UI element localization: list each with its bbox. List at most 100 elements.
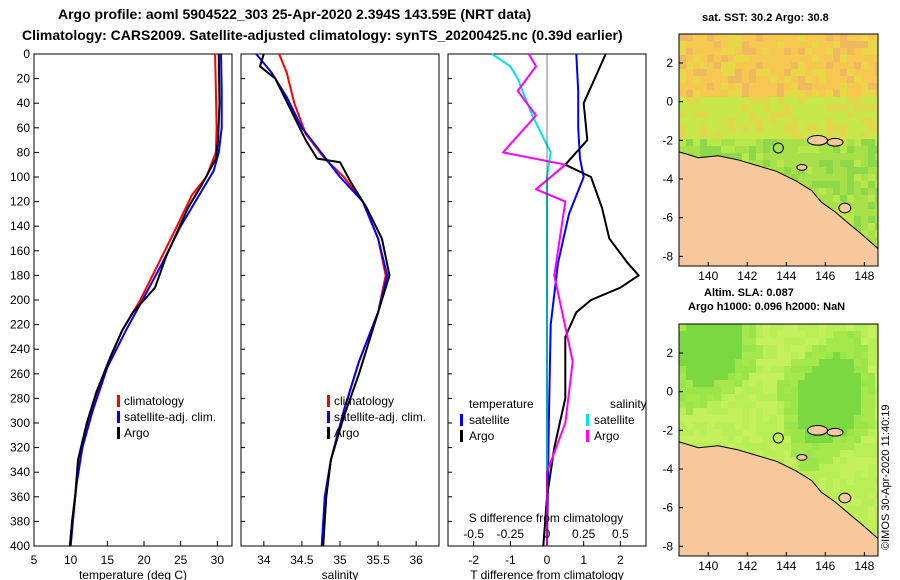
- y-tick-label: 60: [17, 121, 31, 135]
- ocean-cell: [777, 345, 785, 353]
- ocean-cell: [714, 359, 722, 367]
- sla-map-panel: 140 142 144 146 148 2 0 -2 -4 -6 -8: [662, 323, 879, 573]
- ocean-cell: [707, 83, 715, 91]
- ocean-cell: [763, 415, 771, 423]
- ocean-cell: [707, 90, 715, 98]
- ocean-cell: [679, 324, 687, 332]
- ocean-cell: [840, 188, 848, 196]
- ocean-cell: [679, 62, 687, 70]
- ocean-cell: [693, 415, 701, 423]
- ocean-cell: [686, 352, 694, 360]
- ocean-cell: [840, 97, 848, 105]
- ocean-cell: [686, 415, 694, 423]
- ocean-cell: [763, 76, 771, 84]
- ocean-cell: [868, 160, 876, 168]
- ocean-cell: [693, 125, 701, 133]
- ocean-cell: [840, 478, 848, 486]
- ocean-cell: [756, 338, 764, 346]
- ocean-cell: [742, 331, 750, 339]
- imos-credit: ©IMOS 30-Apr-2020 11:40:19: [880, 404, 892, 550]
- ocean-cell: [679, 69, 687, 77]
- ocean-cell: [714, 345, 722, 353]
- ocean-cell: [735, 90, 743, 98]
- ocean-cell: [679, 90, 687, 98]
- land-mass: [679, 151, 878, 266]
- ocean-cell: [784, 104, 792, 112]
- y-tick-label: 0: [666, 95, 673, 109]
- ocean-cell: [784, 401, 792, 409]
- ocean-cell: [714, 352, 722, 360]
- ocean-cell: [784, 422, 792, 430]
- ocean-cell: [833, 174, 841, 182]
- legend-label: Argo: [124, 426, 150, 440]
- ocean-cell: [868, 167, 876, 175]
- ocean-cell: [770, 373, 778, 381]
- ocean-cell: [707, 62, 715, 70]
- ocean-cell: [875, 331, 878, 339]
- ocean-cell: [791, 125, 799, 133]
- ocean-cell: [693, 118, 701, 126]
- ocean-cell: [728, 436, 736, 444]
- ocean-cell: [826, 55, 834, 63]
- ocean-cell: [728, 380, 736, 388]
- ocean-cell: [847, 373, 855, 381]
- ocean-cell: [805, 90, 813, 98]
- legend-swatch: [117, 427, 120, 439]
- ocean-cell: [735, 83, 743, 91]
- ocean-cell: [826, 76, 834, 84]
- ocean-cell: [875, 223, 878, 231]
- ocean-cell: [721, 83, 729, 91]
- ocean-cell: [854, 436, 862, 444]
- ocean-cell: [868, 436, 876, 444]
- ocean-cell: [798, 387, 806, 395]
- ocean-cell: [854, 153, 862, 161]
- ocean-cell: [833, 160, 841, 168]
- ocean-cell: [847, 471, 855, 479]
- ocean-cell: [742, 55, 750, 63]
- plot-frame: [33, 53, 233, 547]
- ocean-cell: [742, 394, 750, 402]
- ocean-cell: [798, 125, 806, 133]
- ocean-cell: [847, 394, 855, 402]
- ocean-cell: [728, 48, 736, 56]
- ocean-cell: [805, 324, 813, 332]
- ocean-cell: [693, 324, 701, 332]
- ocean-cell: [735, 394, 743, 402]
- ocean-cell: [728, 153, 736, 161]
- ocean-cell: [875, 90, 878, 98]
- ocean-cell: [868, 41, 876, 49]
- ocean-cell: [875, 380, 878, 388]
- ocean-cell: [854, 76, 862, 84]
- ocean-cell: [770, 331, 778, 339]
- ocean-cell: [819, 338, 827, 346]
- ocean-cell: [875, 338, 878, 346]
- ocean-cell: [861, 331, 869, 339]
- ocean-cell: [714, 97, 722, 105]
- ocean-cell: [868, 230, 876, 238]
- ocean-cell: [686, 48, 694, 56]
- ocean-cell: [728, 401, 736, 409]
- ocean-cell: [679, 338, 687, 346]
- ocean-cell: [700, 139, 708, 147]
- ocean-cell: [679, 436, 687, 444]
- ocean-cell: [679, 41, 687, 49]
- ocean-cell: [826, 83, 834, 91]
- ocean-cell: [868, 97, 876, 105]
- ocean-cell: [861, 478, 869, 486]
- ocean-cell: [854, 345, 862, 353]
- ocean-cell: [749, 83, 757, 91]
- ocean-cell: [791, 345, 799, 353]
- ocean-cell: [868, 401, 876, 409]
- ocean-cell: [847, 90, 855, 98]
- ocean-cell: [840, 174, 848, 182]
- ocean-cell: [826, 380, 834, 388]
- ocean-cell: [875, 345, 878, 353]
- ocean-cell: [840, 146, 848, 154]
- ocean-cell: [819, 97, 827, 105]
- ocean-cell: [707, 118, 715, 126]
- secondary-x-tick-label: 0.5: [612, 527, 629, 541]
- ocean-cell: [805, 167, 813, 175]
- ocean-cell: [875, 415, 878, 423]
- ocean-cell: [770, 153, 778, 161]
- y-tick-label: 400: [10, 539, 30, 553]
